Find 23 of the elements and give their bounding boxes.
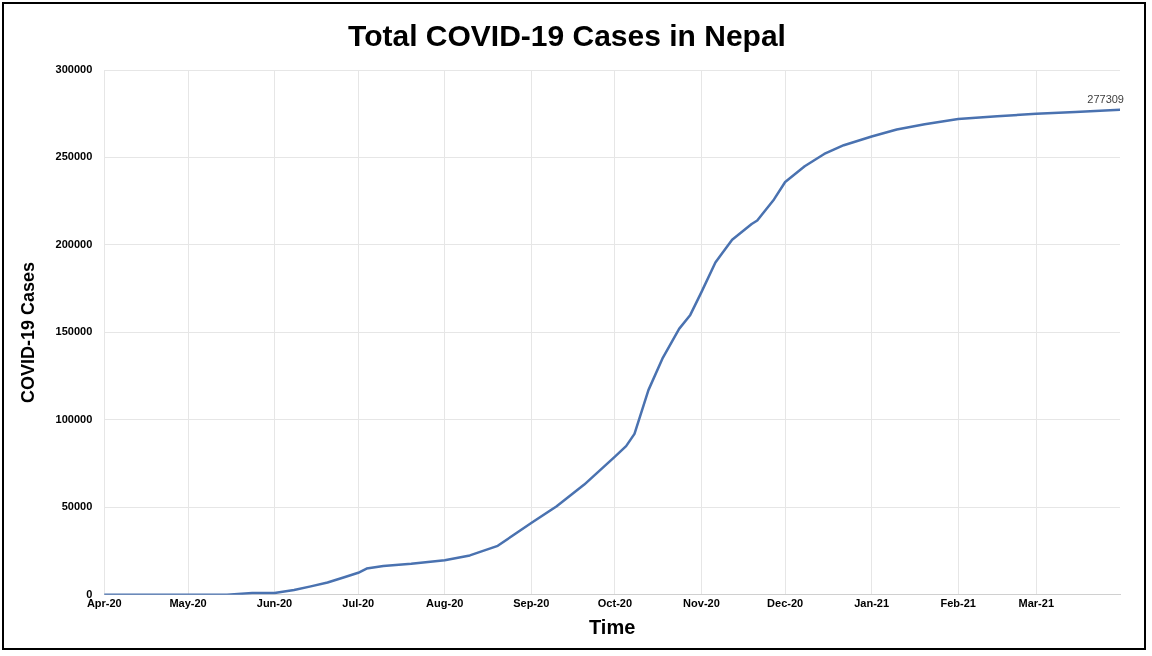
y-axis-title: COVID-19 Cases: [17, 261, 38, 403]
x-tick-label: Dec-20: [767, 597, 804, 610]
y-tick-label: 50000: [61, 500, 93, 513]
x-tick-label: May-20: [169, 597, 207, 610]
y-tick-label: 300000: [55, 63, 93, 76]
y-tick-label: 200000: [55, 237, 93, 250]
chart-title: Total COVID-19 Cases in Nepal: [348, 19, 786, 53]
x-tick-label: Mar-21: [1018, 597, 1055, 610]
annotation: 277309: [1087, 93, 1124, 106]
x-tick-label: Aug-20: [426, 597, 464, 610]
x-tick-label: Apr-20: [86, 597, 122, 610]
x-tick-label: Sep-20: [513, 597, 550, 610]
y-tick-label: 100000: [55, 412, 93, 425]
x-tick-label: Oct-20: [597, 597, 633, 610]
y-tick-label: 150000: [55, 325, 93, 338]
y-tick-label: 250000: [55, 150, 93, 163]
x-tick-label: Jan-21: [854, 597, 890, 610]
x-tick-label: Jul-20: [342, 597, 375, 610]
x-tick-label: Nov-20: [683, 597, 720, 610]
y-tick-label: 0: [86, 587, 93, 600]
x-tick-label: Feb-21: [940, 597, 976, 610]
x-axis-title: Time: [588, 615, 636, 638]
x-tick-label: Jun-20: [256, 597, 293, 610]
